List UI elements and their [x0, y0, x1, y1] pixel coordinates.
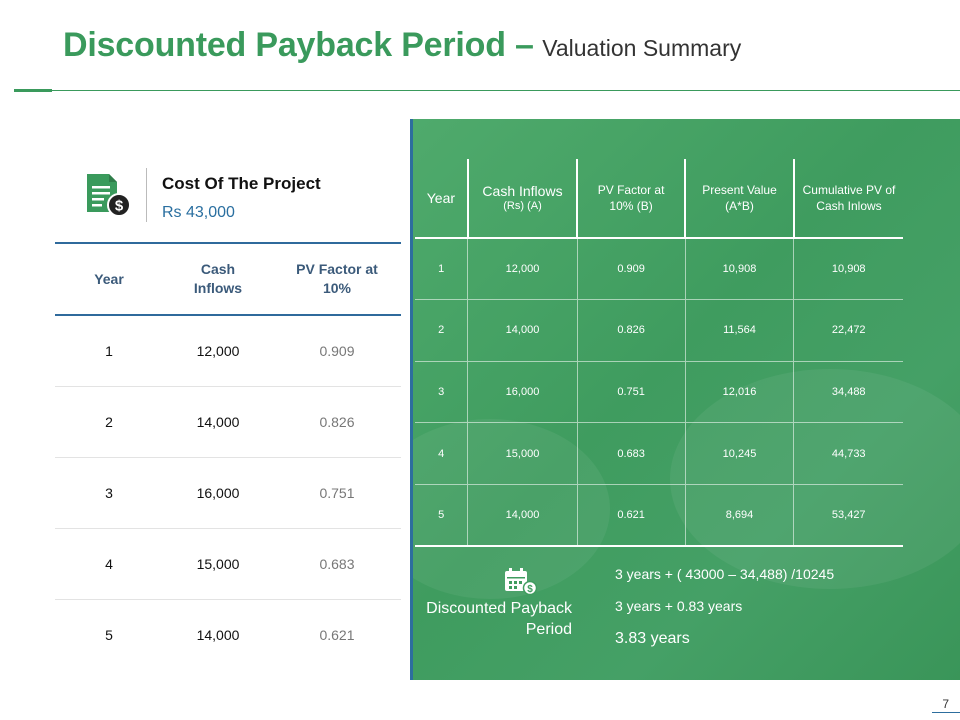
dollar-document-icon: $ — [85, 172, 133, 218]
cell-cash: 16,000 — [163, 457, 273, 529]
payback-intermediate: 3 years + 0.83 years — [615, 598, 743, 614]
cash-inflows-table: Year Cash Inflows PV Factor at 10% 1 12,… — [55, 242, 401, 670]
cell-cash: 16,000 — [467, 361, 578, 424]
cell-cash: 12,000 — [467, 238, 578, 301]
cell-present-value: 12,016 — [684, 361, 794, 424]
title-rule — [14, 90, 960, 91]
cell-present-value: 10,908 — [684, 238, 794, 301]
payback-formula: 3 years + ( 43000 – 34,488) /10245 — [615, 566, 835, 582]
cost-title: Cost Of The Project — [162, 174, 321, 193]
cell-present-value: 10,245 — [684, 422, 794, 485]
cell-pv: 0.683 — [273, 528, 401, 600]
cell-year: 4 — [55, 528, 163, 600]
cell-year: 2 — [55, 386, 163, 458]
cell-present-value: 11,564 — [684, 299, 794, 362]
cell-cumulative: 34,488 — [793, 361, 903, 424]
header-pv-factor: PV Factor at 10% — [273, 242, 401, 316]
title-main: Discounted Payback Period – — [63, 26, 534, 64]
present-value-table: Year Cash Inflows (Rs) (A) PV Factor at … — [415, 159, 903, 547]
cell-pv-factor: 0.826 — [576, 299, 686, 362]
calendar-dollar-icon: $ — [504, 567, 538, 596]
cell-pv: 0.751 — [273, 457, 401, 529]
table-row: 3 16,000 0.751 12,016 34,488 — [415, 361, 903, 424]
table-row: 4 15,000 0.683 10,245 44,733 — [415, 422, 903, 485]
header-cash-inflows: Cash Inflows (Rs) (A) — [466, 159, 578, 239]
page-number: 7 — [942, 697, 949, 711]
cell-year: 5 — [415, 484, 468, 547]
header-pv-factor: PV Factor at 10% (B) — [576, 159, 686, 239]
page-number-underline — [932, 712, 960, 713]
payback-label: Discounted Payback Period — [426, 600, 572, 638]
cell-year: 3 — [415, 361, 468, 424]
cost-divider — [146, 168, 147, 222]
cell-pv-factor: 0.621 — [576, 484, 686, 547]
cell-pv: 0.909 — [273, 315, 401, 387]
header-year: Year — [415, 159, 468, 239]
table-row: 3 16,000 0.751 — [55, 457, 401, 529]
cell-cash: 12,000 — [163, 315, 273, 387]
cell-year: 5 — [105, 626, 113, 643]
cell-pv-factor: 0.683 — [576, 422, 686, 485]
svg-text:$: $ — [115, 198, 124, 215]
cell-cumulative: 44,733 — [793, 422, 903, 485]
table-row: 4 15,000 0.683 — [55, 528, 401, 600]
cell-pv-factor: 0.751 — [576, 361, 686, 424]
cell-year: 1 — [55, 315, 163, 387]
cell-cumulative: 10,908 — [793, 238, 903, 301]
cell-cash: 14,000 — [163, 386, 273, 458]
svg-text:$: $ — [527, 584, 533, 595]
cell-cash: 15,000 — [163, 528, 273, 600]
cell-pv-factor: 0.909 — [576, 238, 686, 301]
cell-cash: 14,000 — [467, 484, 578, 547]
table-header-row: Year Cash Inflows (Rs) (A) PV Factor at … — [415, 159, 903, 239]
payback-result: 3.83 years — [615, 630, 690, 647]
page-title: Discounted Payback Period – Valuation Su… — [63, 26, 741, 65]
cell-year: 4 — [415, 422, 468, 485]
title-sub: Valuation Summary — [542, 35, 742, 61]
table-row: 1 12,000 0.909 10,908 10,908 — [415, 238, 903, 301]
table-row: 2 14,000 0.826 — [55, 386, 401, 458]
cost-value: Rs 43,000 — [162, 204, 235, 221]
header-cash-inflows: Cash Inflows — [163, 242, 273, 316]
cell-pv: 0.621 — [319, 626, 355, 643]
cell-cash: 15,000 — [467, 422, 578, 485]
cell-cumulative: 53,427 — [793, 484, 903, 547]
cell-cash: 14,000 — [467, 299, 578, 362]
table-row: 2 14,000 0.826 11,564 22,472 — [415, 299, 903, 362]
header-cumulative-pv: Cumulative PV of Cash Inlows — [792, 159, 903, 239]
cell-year: 2 — [415, 299, 468, 362]
panel-edge — [410, 119, 413, 680]
header-year: Year — [55, 242, 163, 316]
header-present-value: Present Value (A*B) — [684, 159, 794, 239]
title-rule-accent — [14, 89, 52, 92]
table-row: 5 14,000 0.621 8,694 53,427 — [415, 484, 903, 547]
cell-year: 3 — [55, 457, 163, 529]
table-row: 1 12,000 0.909 — [55, 315, 401, 387]
cell-pv: 0.826 — [273, 386, 401, 458]
cell-cumulative: 22,472 — [793, 299, 903, 362]
cell-year: 1 — [415, 238, 468, 301]
table-row: 5 14,000 0.621 — [55, 599, 401, 670]
cell-cash: 14,000 — [196, 626, 240, 643]
cell-present-value: 8,694 — [684, 484, 794, 547]
table-header-row: Year Cash Inflows PV Factor at 10% — [55, 242, 401, 316]
